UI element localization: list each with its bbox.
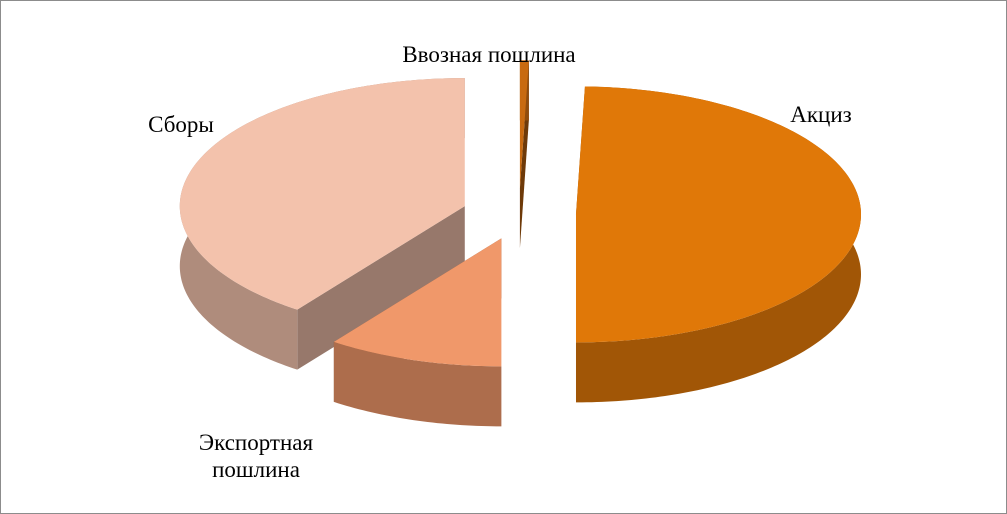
slice-face: [333, 238, 502, 367]
slice-face: [333, 341, 502, 427]
slice-label: Акциз: [790, 102, 852, 127]
pie-slice: [333, 238, 502, 427]
slice-face: [179, 78, 465, 310]
pie-slice: [179, 78, 465, 370]
pie-slice: [575, 86, 861, 403]
slice-label: Сборы: [148, 112, 214, 137]
slice-label: Экспортная пошлина: [198, 430, 314, 482]
slice-face: [519, 60, 529, 189]
pie-slice: [519, 60, 529, 249]
slice-face: [297, 206, 465, 370]
slice-label: Ввозная пошлина: [402, 42, 576, 67]
slice-face: [575, 86, 861, 343]
